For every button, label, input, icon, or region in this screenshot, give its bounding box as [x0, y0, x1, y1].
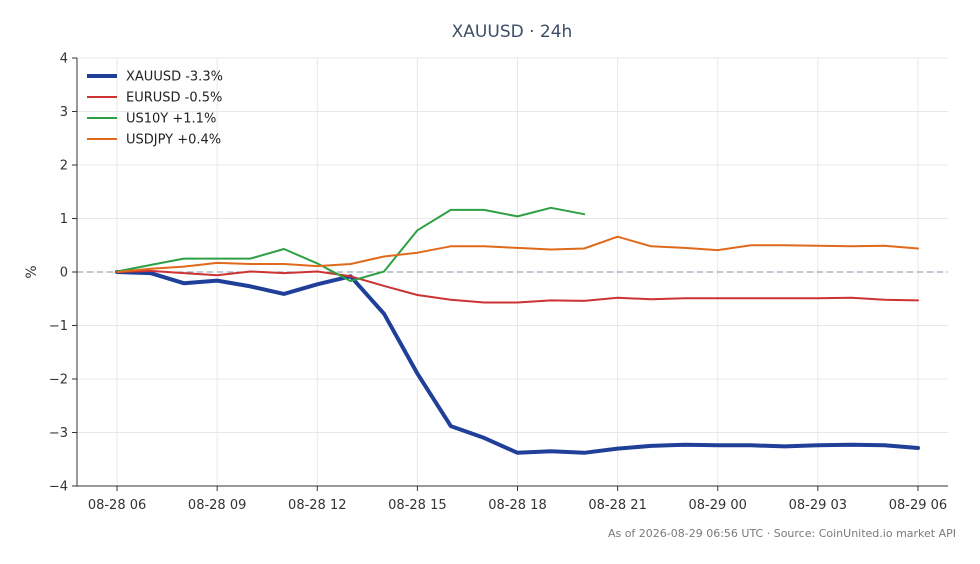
- legend: XAUUSD -3.3% EURUSD -0.5% US10Y +1.1% USDJP…: [87, 70, 223, 148]
- series-line-us10y: [116, 206, 586, 283]
- legend-label-xauusd: XAUUSD -3.3%: [126, 70, 223, 85]
- x-tick-label-1: 08-28 09: [188, 498, 246, 513]
- x-axis-ticks: 08-28 06 08-28 09 08-28 12 08-28 15 08-28 18…: [88, 486, 947, 513]
- y-tick-label-1: 3: [60, 105, 68, 120]
- y-tick-label-8: −4: [49, 480, 68, 495]
- y-tick-label-2: 2: [60, 159, 68, 174]
- y-axis-ticks: 4 3 2 1 0 −1 −2 −3 −4: [49, 52, 77, 495]
- x-tick-label-8: 08-29 06: [889, 498, 947, 513]
- x-tick-label-3: 08-28 15: [388, 498, 446, 513]
- y-tick-label-4: 0: [60, 266, 68, 281]
- y-tick-label-6: −2: [49, 373, 68, 388]
- series-line-usdjpy: [116, 235, 919, 273]
- x-tick-label-7: 08-29 03: [789, 498, 847, 513]
- legend-label-us10y: US10Y +1.1%: [126, 112, 216, 127]
- x-tick-label-5: 08-28 21: [588, 498, 646, 513]
- series-line-xauusd: [115, 270, 920, 455]
- legend-label-usdjpy: USDJPY +0.4%: [126, 133, 221, 148]
- series-lines: [115, 206, 920, 455]
- x-tick-label-4: 08-28 18: [488, 498, 546, 513]
- x-tick-label-2: 08-28 12: [288, 498, 346, 513]
- chart-title: XAUUSD · 24h: [452, 22, 573, 42]
- y-tick-label-5: −1: [49, 319, 68, 334]
- y-tick-label-3: 1: [60, 212, 68, 227]
- y-axis-label: %: [24, 265, 40, 278]
- y-tick-label-0: 4: [60, 52, 68, 67]
- x-tick-label-6: 08-29 00: [689, 498, 747, 513]
- x-tick-label-0: 08-28 06: [88, 498, 146, 513]
- series-line-eurusd: [116, 269, 919, 304]
- legend-label-eurusd: EURUSD -0.5%: [126, 91, 222, 106]
- y-tick-label-7: −3: [49, 426, 68, 441]
- footer-source: As of 2026-08-29 06:56 UTC · Source: Coi…: [608, 527, 956, 540]
